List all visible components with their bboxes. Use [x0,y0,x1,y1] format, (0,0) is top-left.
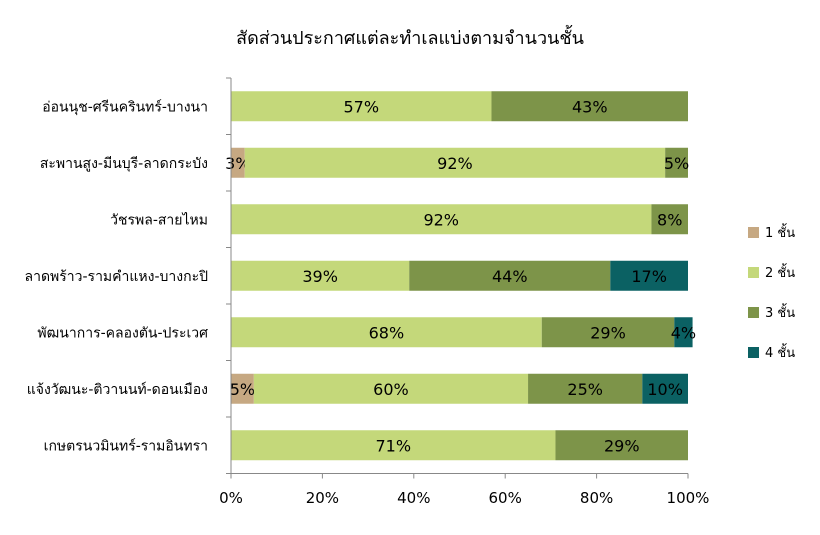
bar-segment [231,91,492,122]
bar-segment [231,373,254,404]
bar-segment [409,260,611,291]
data-label: 5% [230,380,255,399]
bar-segment [528,373,643,404]
data-label: 68% [369,323,405,342]
data-label: 10% [647,380,683,399]
bar-segment [231,204,652,235]
legend-swatch [748,227,759,238]
x-tick-label: 60% [489,489,522,507]
data-label: 29% [604,436,640,455]
legend-label: 4 ชั้น [765,343,795,361]
x-tick-label: 0% [219,489,243,507]
category-label: ลาดพร้าว-รามคำแหง-บางกะปิ [25,269,209,285]
bar-segment [491,91,688,122]
data-label: 44% [492,267,528,286]
legend-label: 1 ชั้น [765,223,795,241]
data-label: 8% [657,210,682,229]
category-label: พัฒนาการ-คลองตัน-ประเวศ [37,325,208,341]
data-label: 5% [664,154,689,173]
x-tick-label: 100% [667,489,710,507]
data-label: 4% [671,323,696,342]
legend-label: 3 ชั้น [765,303,795,321]
data-label: 29% [590,323,626,342]
bar-segment [665,147,688,178]
category-label: อ่อนนุช-ศรีนครินทร์-บางนา [42,98,208,115]
data-label: 25% [567,380,603,399]
legend: 1 ชั้น 2 ชั้น 3 ชั้น 4 ชั้น [748,223,795,361]
axes-group: อ่อนนุช-ศรีนครินทร์-บางนาสะพานสูง-มีนบุร… [25,77,710,507]
category-label: แจ้งวัฒนะ-ติวานนท์-ดอนเมือง [27,381,208,398]
bar-segment [231,260,410,291]
data-label: 60% [373,380,409,399]
data-label: 43% [572,97,608,116]
legend-label: 2 ชั้น [765,263,795,281]
bars-group: 57% 43% 3% 92% 5% 92% 8% 39% 44% 17% 68% 29% 4% 5% 60%… [225,91,696,461]
data-label: 3% [225,154,250,173]
bar-segment [231,317,542,348]
bar-segment [244,147,666,178]
legend-swatch [748,307,759,318]
category-label: เกษตรนวมินทร์-รามอินทรา [44,437,208,454]
chart-title: สัดส่วนประกาศแต่ละทำเลแบ่งตามจำนวนชั้น [236,25,584,49]
bar-segment [231,147,245,178]
data-label: 71% [375,436,411,455]
bar-segment [555,430,688,461]
data-label: 92% [423,210,459,229]
x-tick-label: 80% [580,489,613,507]
category-label: วัชรพล-สายไหม [110,211,208,228]
bar-segment [541,317,675,348]
x-tick-label: 40% [397,489,430,507]
legend-swatch [748,267,759,278]
data-label: 92% [437,154,473,173]
data-label: 17% [631,267,667,286]
data-label: 57% [343,97,379,116]
bar-segment [253,373,529,404]
x-tick-label: 20% [306,489,339,507]
category-label: สะพานสูง-มีนบุรี-ลาดกระบัง [40,156,208,172]
bar-segment [231,430,556,461]
legend-swatch [748,347,759,358]
bar-segment [610,260,688,291]
bar-segment [674,317,693,348]
data-label: 39% [302,267,338,286]
bar-segment [642,373,688,404]
bar-segment [651,204,688,235]
